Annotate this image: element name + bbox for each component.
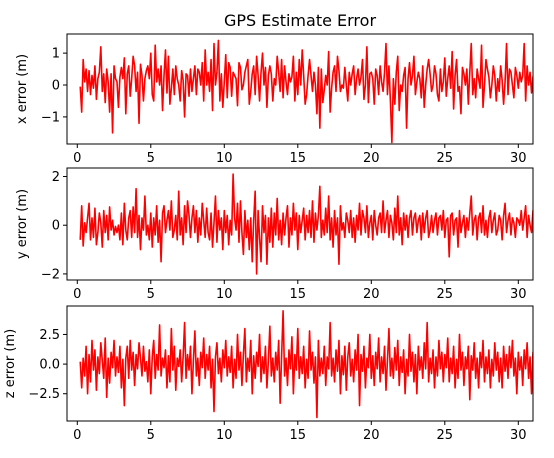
x-tick-label: 30: [510, 151, 527, 166]
x-tick-label: 10: [216, 287, 233, 302]
series-line-1: [79, 309, 533, 419]
x-tick-label: 0: [73, 287, 81, 302]
x-tick-label: 25: [437, 287, 454, 302]
x-tick-label: 5: [147, 151, 155, 166]
axes-frame: [66, 33, 534, 145]
x-tick-label: 20: [363, 287, 380, 302]
x-tick-label: 5: [147, 428, 155, 443]
subplot-3: 0 5 10 15 20 25 30 −2.5 0.0 2.5 z error (m): [3, 305, 534, 443]
chart-title: GPS Estimate Error: [224, 11, 376, 30]
x-tick-label: 0: [73, 151, 81, 166]
y-tick-label: −2: [41, 267, 60, 282]
x-tick-label: 10: [216, 151, 233, 166]
y-tick-label: 0.0: [39, 358, 60, 373]
x-tick-label: 0: [73, 428, 81, 443]
y-tick-label: 2.5: [39, 328, 60, 343]
y-axis-label: x error (m): [15, 54, 30, 124]
subplot-2: 0 5 10 15 20 25 30 −2 0 2 y error (m): [15, 167, 534, 302]
x-tick-label: 25: [437, 151, 454, 166]
y-tick-label: 2: [52, 170, 60, 185]
x-tick-label: 10: [216, 428, 233, 443]
y-tick-label: −1: [41, 110, 60, 125]
y-tick-label: 0: [52, 79, 60, 94]
y-axis-label: y error (m): [15, 189, 30, 259]
x-tick-label: 30: [510, 287, 527, 302]
x-tick-label: 25: [437, 428, 454, 443]
series-line-1: [79, 173, 533, 275]
y-tick-label: 1: [52, 47, 60, 62]
x-tick-label: 15: [290, 428, 307, 443]
y-tick-label: 0: [52, 219, 60, 234]
series-line-1: [79, 39, 533, 144]
subplot-1: 0 5 10 15 20 25 30 −1 0 1 x error (m): [15, 33, 534, 166]
y-tick-label: −2.5: [28, 387, 60, 402]
x-tick-label: 30: [510, 428, 527, 443]
x-tick-label: 20: [363, 428, 380, 443]
x-tick-label: 15: [290, 151, 307, 166]
y-axis-label: z error (m): [3, 329, 18, 398]
axes-frame: [66, 167, 534, 281]
x-tick-label: 5: [147, 287, 155, 302]
x-tick-label: 15: [290, 287, 307, 302]
axes-frame: [66, 305, 534, 422]
x-tick-label: 20: [363, 151, 380, 166]
